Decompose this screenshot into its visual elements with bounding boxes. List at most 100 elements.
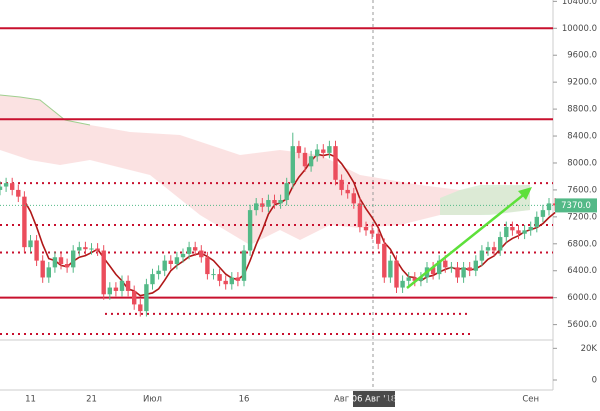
candle-body [266, 200, 271, 207]
last-price-label: 7370.0 [561, 201, 591, 211]
y-tick-label: 7600.0 [567, 185, 597, 195]
y-tick-label: 6800.0 [567, 239, 597, 249]
candle-body [22, 196, 27, 248]
x-tick-label: 16 [239, 395, 250, 405]
candle-body [58, 257, 64, 264]
candle-body [296, 146, 302, 153]
candle-body [290, 146, 295, 184]
y-tick-label: 6000.0 [567, 293, 597, 303]
candle-body [107, 287, 112, 295]
candle-body [0, 186, 3, 190]
candle-body [174, 257, 180, 264]
last-price-box [555, 198, 597, 213]
candle-body [485, 247, 491, 251]
candle-body [345, 189, 350, 194]
y-tick-label: 10400.0 [562, 0, 597, 7]
candle-body [138, 304, 143, 312]
candle-body [247, 210, 253, 251]
y-tick-label: 8800.0 [567, 105, 597, 115]
x-tick-label: Июл [143, 395, 162, 405]
y-tick-label: 7200.0 [567, 212, 597, 222]
volume-tick-label: 0 [592, 376, 597, 386]
y-tick-label: 10000.0 [562, 24, 597, 34]
candle-body [339, 179, 344, 190]
candle-body [357, 203, 363, 227]
candle-body [40, 260, 45, 278]
candle-body [34, 240, 39, 261]
candle-body [199, 250, 204, 258]
candle-body [64, 264, 70, 268]
x-tick-label: 13 [385, 395, 396, 405]
candle-body [400, 280, 405, 288]
x-tick-label: Авг [334, 395, 350, 405]
candle-body [95, 248, 100, 251]
candle-body [504, 226, 509, 238]
candle-body [272, 200, 277, 204]
candle-body [260, 203, 265, 207]
crosshair-label: 06 Авг '18 [352, 395, 397, 405]
candle-body [308, 156, 314, 167]
candle-body [10, 183, 15, 190]
candle-body [546, 203, 552, 211]
candle-body [473, 260, 478, 271]
candle-body [52, 257, 58, 268]
candle-body [510, 226, 515, 231]
y-tick-label: 8400.0 [567, 132, 597, 142]
candle-body [16, 189, 21, 197]
candle-body [125, 280, 131, 291]
candle-body [534, 216, 539, 227]
y-tick-label: 5600.0 [567, 320, 597, 330]
candle-body [150, 274, 155, 285]
candle-body [406, 277, 411, 281]
volume-tick-label: 20K [581, 344, 598, 354]
candle-body [119, 280, 125, 291]
y-tick-label: 9600.0 [567, 51, 597, 61]
candle-body [498, 237, 503, 251]
candle-body [156, 270, 161, 275]
candle-body [223, 280, 228, 285]
candle-body [89, 248, 94, 250]
candle-body [351, 193, 356, 204]
ichimoku-cloud [0, 95, 530, 245]
candle-body [437, 260, 442, 275]
y-tick-label: 6400.0 [567, 266, 597, 276]
candle-body [363, 226, 369, 231]
candle-body [467, 267, 472, 271]
candle-body [522, 230, 527, 234]
moving-average [23, 153, 556, 297]
candle-body [28, 240, 33, 248]
candle-body [540, 210, 546, 217]
candle-body [382, 243, 387, 278]
candle-body [321, 149, 326, 153]
candle-body [516, 230, 521, 234]
candle-body [302, 152, 308, 167]
candle-body [83, 247, 88, 250]
candle-body [376, 233, 381, 244]
candle-body [327, 146, 332, 153]
trend-arrowhead [518, 187, 532, 200]
candle-body [144, 284, 149, 312]
candle-body [479, 250, 485, 261]
candle-body [388, 260, 393, 278]
candle-body [449, 267, 454, 269]
x-tick-label: 21 [86, 395, 97, 405]
y-tick-label: 9200.0 [567, 78, 597, 88]
candle-body [278, 200, 283, 204]
candle-body [491, 247, 497, 251]
x-tick-label: 11 [25, 395, 36, 405]
candle-body [333, 146, 338, 180]
candle-body [235, 277, 241, 281]
candle-body [186, 247, 192, 254]
candle-body [211, 274, 216, 276]
candle-body [455, 267, 460, 278]
candle-body [193, 247, 198, 251]
candle-body [229, 277, 234, 285]
candle-body [205, 257, 210, 275]
candle-body [443, 260, 448, 268]
candle-body [412, 277, 417, 281]
candle-body [394, 260, 399, 288]
candle-body [3, 183, 9, 187]
cloud-edge [0, 94, 91, 126]
candle-body [284, 183, 289, 201]
